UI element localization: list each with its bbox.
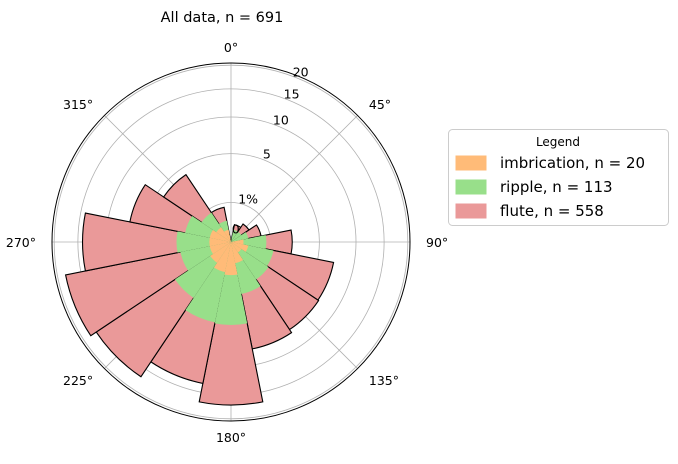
radial-tick-label: 10 (273, 112, 289, 127)
angle-tick-label: 135° (369, 373, 399, 388)
bar-imbrication-315 (216, 227, 231, 242)
bar-imbrication-90 (231, 239, 244, 245)
legend-frame (448, 129, 669, 226)
bar-imbrication-157.5 (231, 242, 244, 264)
legend-swatch (455, 203, 487, 219)
angle-tick-label: 315° (63, 97, 93, 112)
bar-imbrication-135 (231, 242, 242, 253)
bar-ripple-270 (176, 231, 231, 253)
bar-imbrication-247.5 (209, 242, 231, 255)
bar-imbrication-225 (210, 242, 231, 263)
angle-tick-label: 270° (6, 235, 36, 250)
legend-label: flute, n = 558 (500, 202, 604, 220)
polar-axis: 0 1% 5 10 15 20 0° 45° 90° 135° 180° 225° 270° 315° (6, 40, 448, 445)
bar-imbrication-202.5 (213, 242, 231, 273)
angle-tick-label: 45° (369, 97, 391, 112)
bar-ripple-67.5 (231, 232, 249, 242)
radial-tick-label: 0 (232, 222, 240, 237)
radial-tick-label: 15 (284, 87, 300, 102)
legend-swatch (455, 179, 487, 195)
legend-label: imbrication, n = 20 (500, 154, 645, 172)
legend-title: Legend (536, 135, 580, 149)
angular-gridline (230, 115, 358, 243)
radial-tick-label: 5 (263, 146, 271, 161)
bar-flute-270 (81, 212, 232, 272)
polar-frame (51, 62, 411, 422)
bar-imbrication-292.5 (209, 229, 231, 242)
bar-imbrication-270 (209, 237, 231, 247)
bar-ripple-180 (214, 242, 248, 325)
legend-swatch (455, 155, 487, 171)
bar-ripple-22.5 (231, 229, 238, 242)
angle-tick-label: 180° (216, 430, 246, 445)
bar-imbrication-180 (224, 242, 238, 276)
angle-tick-label: 0° (224, 40, 238, 55)
legend-label: ripple, n = 113 (500, 178, 613, 196)
bar-imbrication-112.5 (231, 242, 249, 252)
chart-title: All data, n = 691 (161, 10, 284, 26)
bars-group (64, 173, 335, 406)
angle-tick-label: 90° (426, 235, 448, 250)
radial-tick-label: 1% (238, 191, 258, 206)
bar-ripple-45 (231, 231, 242, 242)
legend: Legend imbrication, n = 20 ripple, n = 11… (448, 129, 669, 226)
bar-ripple-90 (231, 235, 267, 249)
bar-ripple-135 (231, 242, 269, 280)
bar-imbrication-337.5 (224, 229, 231, 242)
radial-tick-label: 20 (293, 65, 309, 80)
angle-tick-label: 225° (63, 373, 93, 388)
